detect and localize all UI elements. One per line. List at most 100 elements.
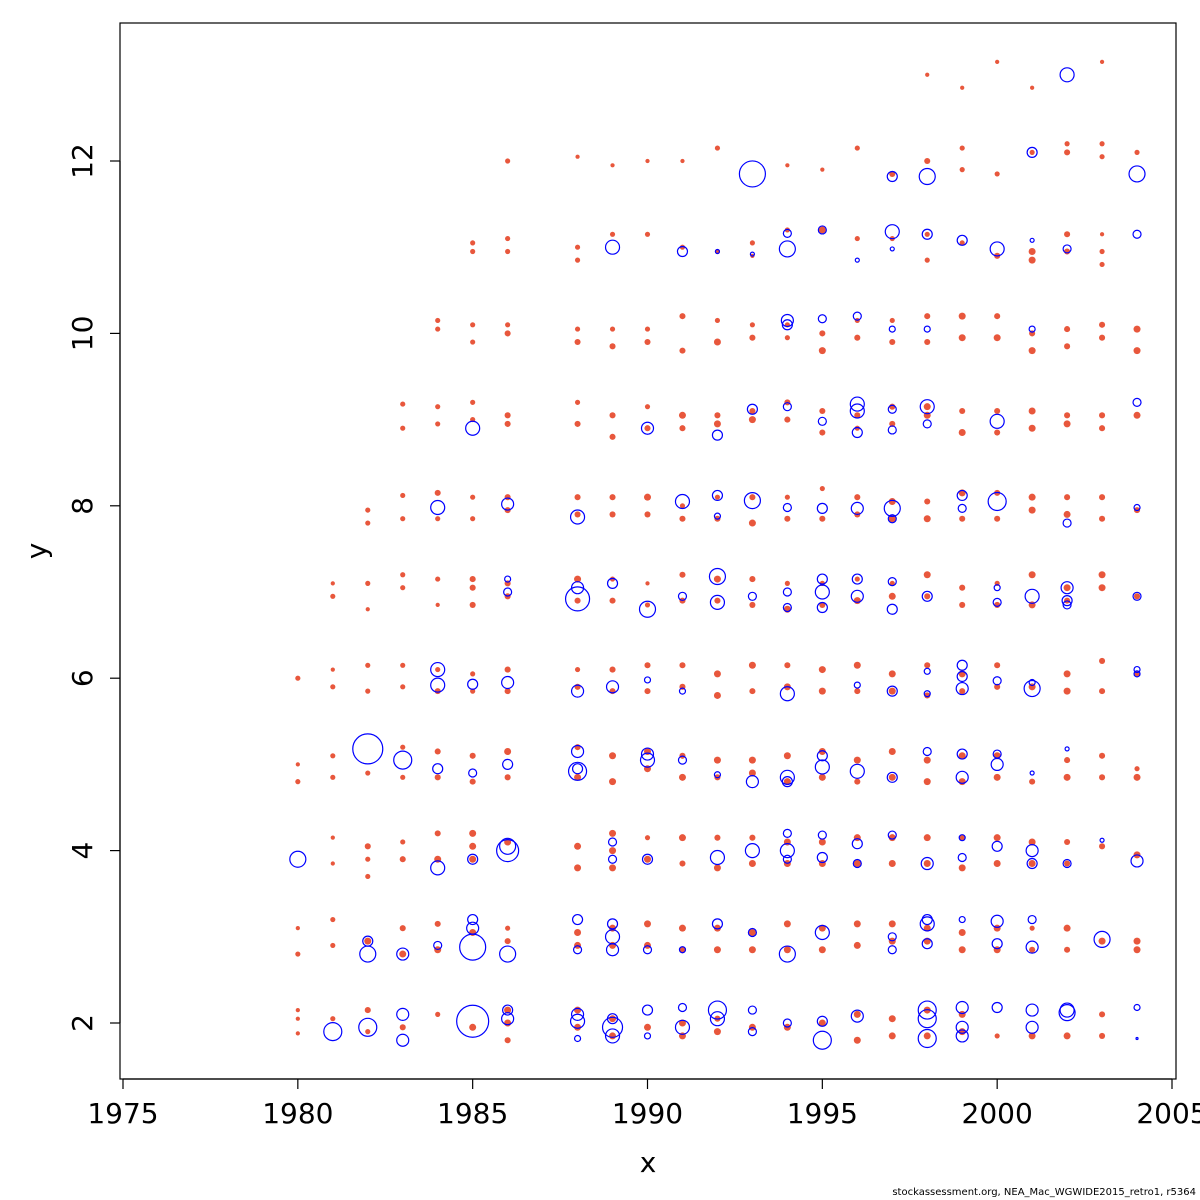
filled-point — [1099, 657, 1106, 665]
filled-point — [469, 842, 477, 850]
filled-point — [609, 666, 616, 673]
filled-point — [819, 485, 825, 492]
filled-point — [993, 860, 1001, 868]
open-circle-point — [359, 945, 377, 963]
filled-point — [818, 924, 826, 932]
open-circle-point — [782, 602, 792, 613]
filled-point — [1133, 325, 1141, 333]
open-circle-point — [352, 733, 384, 765]
filled-point — [958, 928, 966, 936]
filled-point — [958, 946, 966, 954]
open-circle-point — [468, 768, 478, 778]
filled-point — [470, 494, 476, 500]
filled-point — [1028, 506, 1036, 514]
filled-point — [574, 1006, 582, 1014]
filled-point — [1099, 154, 1105, 160]
filled-point — [609, 231, 616, 237]
open-circle-point — [923, 690, 931, 698]
filled-point — [505, 925, 511, 931]
filled-point — [713, 924, 721, 932]
filled-point — [365, 607, 370, 612]
filled-point — [853, 860, 861, 868]
filled-point — [889, 420, 896, 427]
open-circle-point — [456, 1004, 490, 1038]
open-circle-point — [1130, 854, 1144, 868]
open-circle-point — [362, 935, 374, 947]
open-circle-point — [467, 913, 479, 926]
open-circle-point — [433, 940, 443, 951]
filled-point — [993, 334, 1001, 342]
filled-point — [644, 326, 651, 332]
filled-point — [853, 920, 861, 928]
open-circle-point — [1029, 237, 1035, 243]
open-circle-point — [992, 597, 1002, 607]
x-tick-label: 1975 — [87, 1097, 158, 1130]
filled-point — [854, 576, 860, 582]
open-circle-point — [923, 325, 931, 333]
filled-point — [749, 601, 756, 608]
open-circle-point — [677, 1002, 688, 1013]
filled-point — [819, 601, 826, 608]
filled-point — [994, 515, 1001, 522]
open-circle-point — [677, 755, 688, 765]
open-circle-point — [430, 499, 446, 516]
filled-point — [924, 231, 930, 237]
filled-point — [1099, 412, 1106, 419]
filled-point — [713, 864, 721, 872]
open-circle-point — [747, 927, 758, 938]
filled-point — [1028, 407, 1036, 415]
y-tick-label: 2 — [66, 1014, 99, 1032]
filled-point — [504, 666, 511, 673]
filled-point — [1099, 141, 1105, 147]
open-circle-point — [1028, 325, 1036, 333]
filled-point — [993, 834, 1001, 842]
filled-point — [994, 683, 1001, 690]
x-tick-label: 1995 — [787, 1097, 858, 1130]
filled-point — [1133, 593, 1141, 600]
filled-point — [469, 584, 476, 591]
filled-point — [748, 769, 756, 777]
filled-point — [853, 756, 861, 764]
filled-point — [609, 829, 617, 837]
open-circle-point — [887, 577, 897, 587]
open-circle-point — [1133, 670, 1141, 678]
open-circle-point — [607, 854, 618, 864]
open-circle-point — [1133, 1003, 1141, 1012]
filled-point — [1099, 232, 1105, 237]
open-circle-point — [643, 1032, 652, 1040]
filled-point — [924, 157, 931, 165]
filled-point — [853, 1036, 861, 1044]
open-circle-point — [678, 687, 687, 695]
filled-point — [889, 580, 895, 586]
open-circle-point — [887, 945, 897, 955]
filled-point — [574, 326, 581, 332]
open-circle-point — [917, 1000, 937, 1020]
open-circle-point — [1027, 914, 1037, 925]
open-circle-point — [601, 1016, 624, 1038]
filled-point — [1064, 494, 1071, 501]
open-circle-point — [923, 667, 931, 675]
filled-point — [783, 946, 791, 954]
open-circle-point — [992, 676, 1002, 686]
filled-point — [1099, 688, 1106, 695]
filled-point — [1134, 149, 1140, 155]
filled-point — [400, 684, 406, 690]
open-circle-point — [957, 503, 967, 513]
open-circle-point — [1024, 588, 1040, 604]
filled-point — [819, 429, 826, 436]
filled-point — [504, 938, 511, 945]
filled-point — [1029, 778, 1036, 785]
filled-point — [924, 593, 931, 600]
filled-point — [644, 404, 651, 410]
open-circle-point — [917, 1009, 937, 1029]
filled-point — [784, 515, 791, 522]
filled-point — [435, 602, 440, 608]
filled-point — [960, 85, 965, 90]
open-circle-point — [606, 918, 619, 930]
filled-point — [400, 585, 406, 591]
x-axis-title: x — [640, 1146, 657, 1179]
filled-point — [1028, 424, 1036, 432]
open-circle-point — [958, 834, 966, 842]
filled-point — [959, 688, 966, 695]
filled-point — [574, 399, 581, 405]
